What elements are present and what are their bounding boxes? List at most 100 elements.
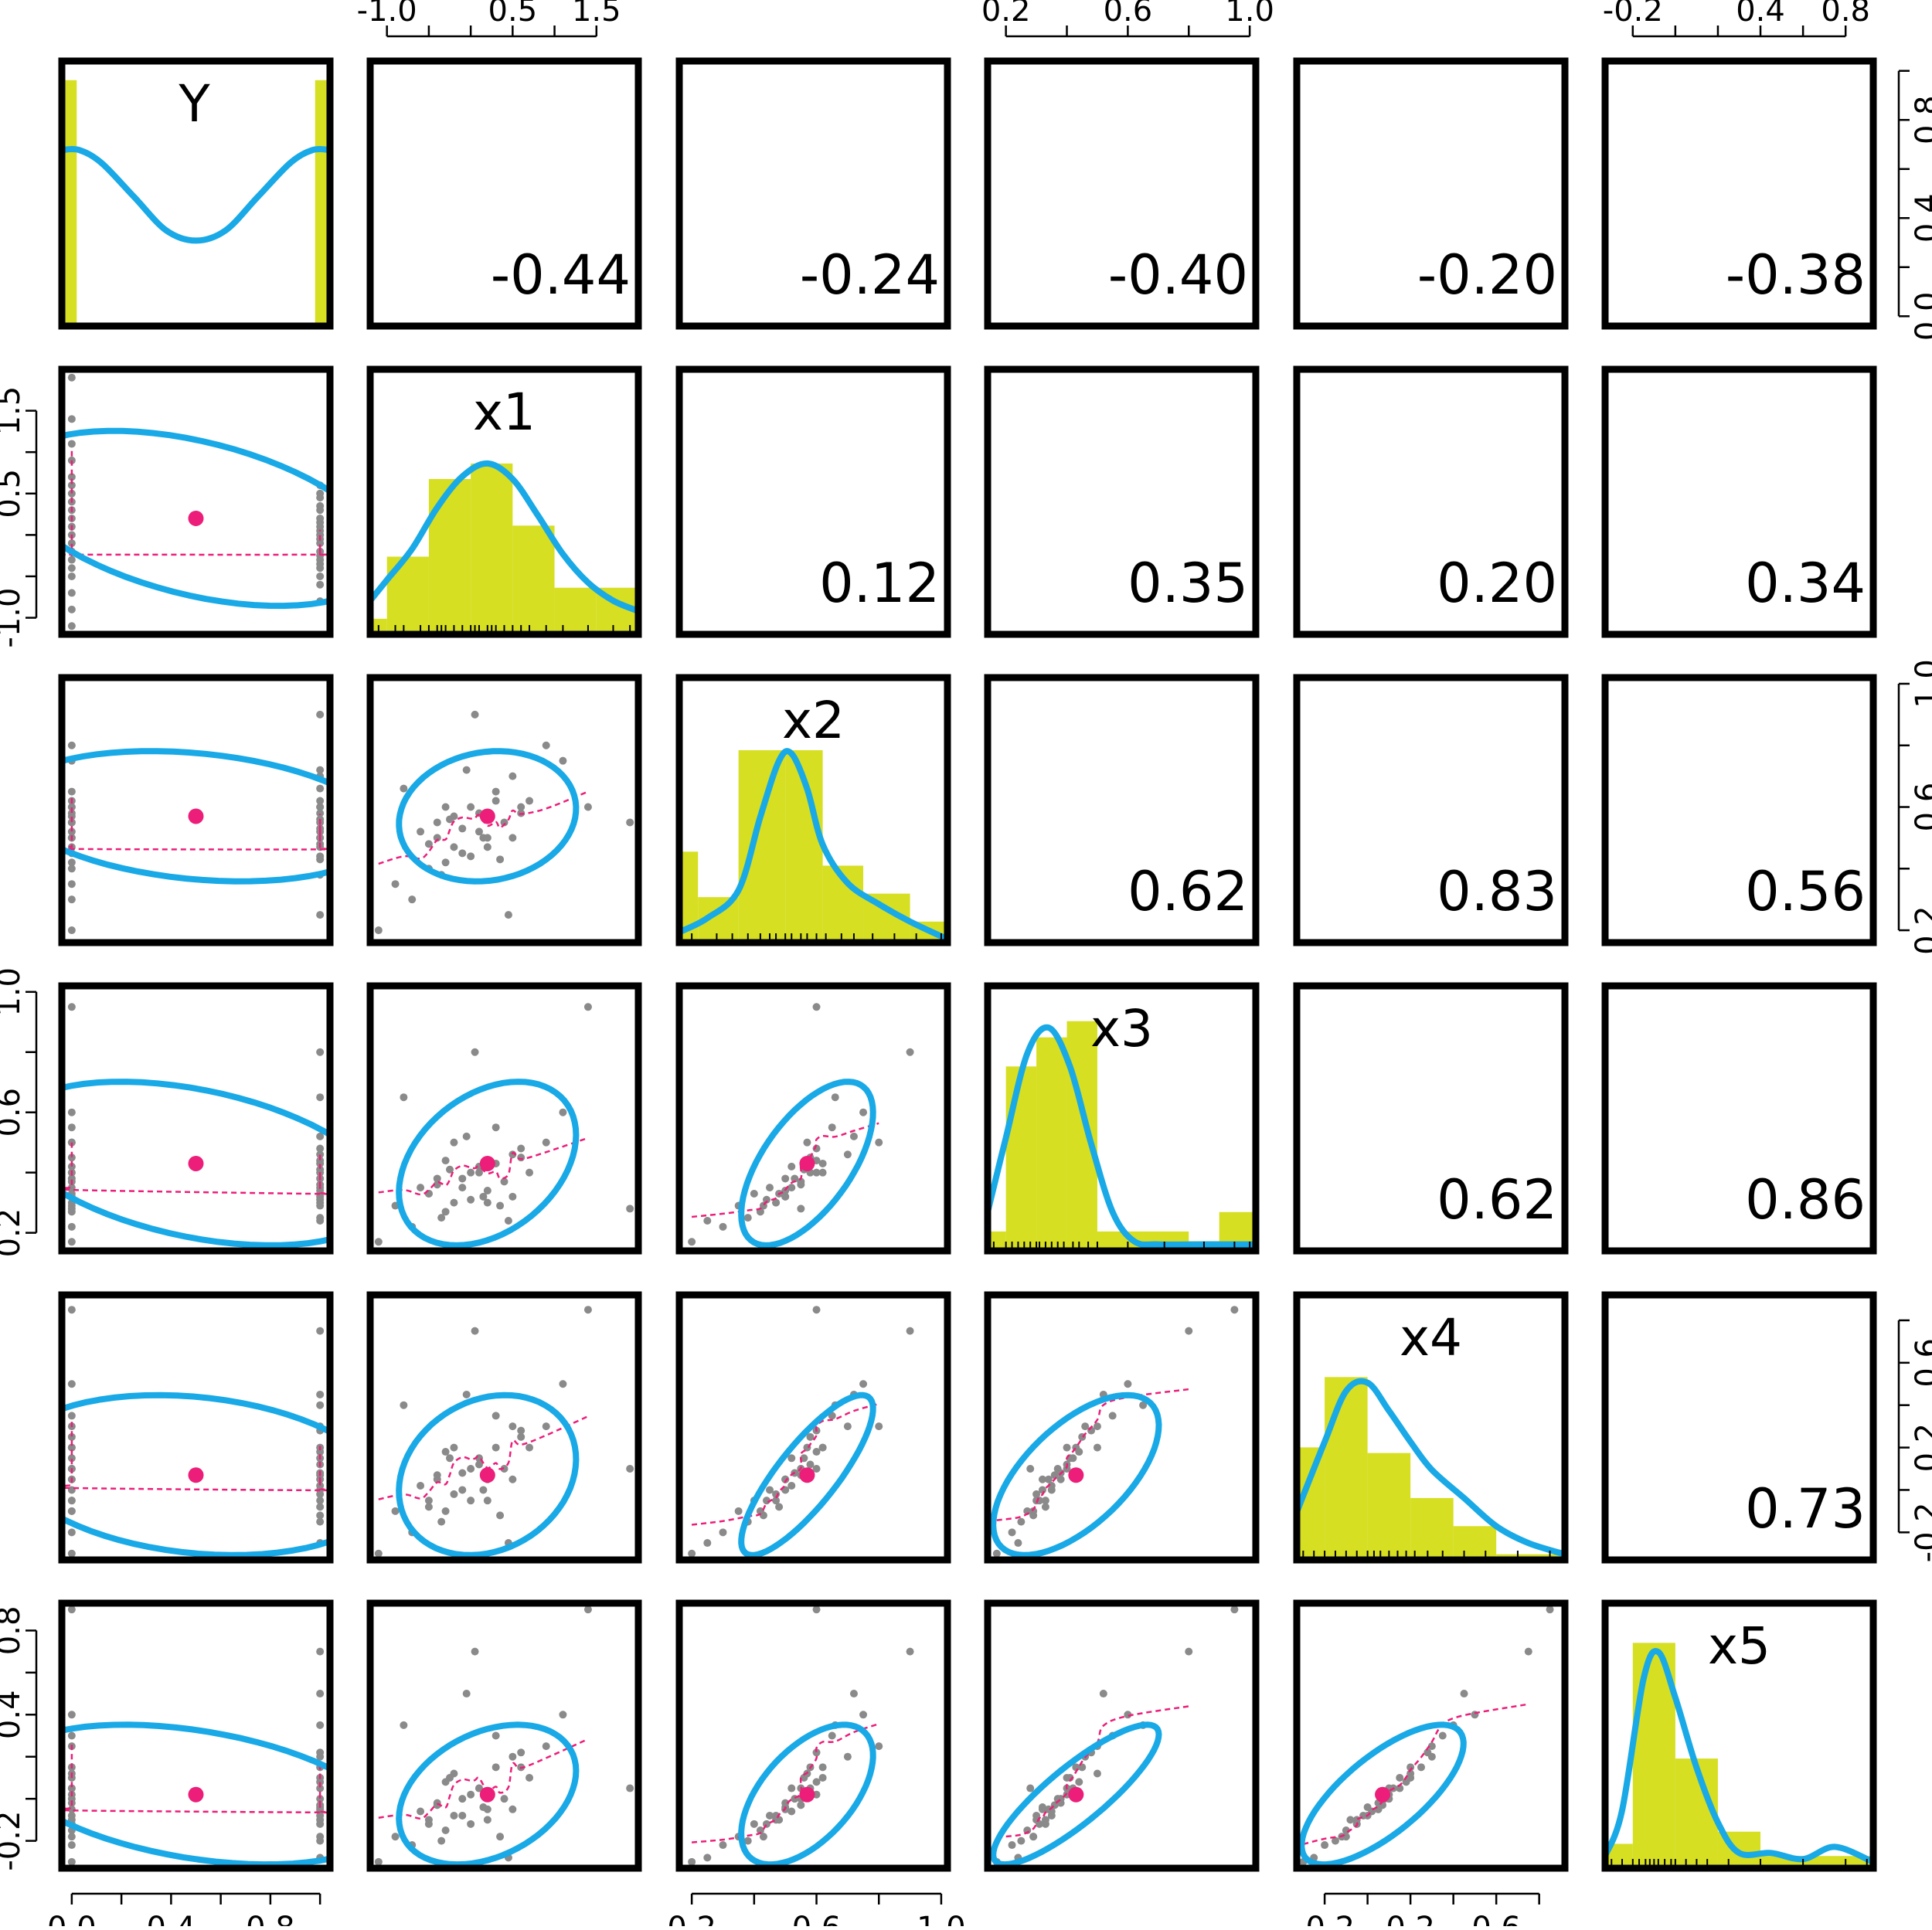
panel-x1-x4: 0.20 [1293,365,1569,638]
correlation-ellipse-x5-x3 [990,1721,1162,1868]
scatter-point [812,1448,821,1456]
scatter-point [316,1647,325,1656]
scatter-point [787,1184,796,1192]
scatter-point [1041,1497,1049,1505]
panel-x1-x5: 0.34 [1601,365,1877,638]
histogram-bar-x4-1 [1325,1377,1368,1560]
top-axis-x5: -0.2 0.4 0.8 [1603,0,1870,38]
tick-label: 0.8 [1910,95,1932,144]
panel-x2-x3: 0.62 [984,674,1260,946]
scatter-point [1427,1742,1436,1751]
scatter-point [67,1108,76,1116]
scatter-point [843,1150,852,1159]
scatter-point [734,1507,743,1515]
correlation-ellipse-x4-x3 [990,1391,1162,1558]
density-curve-x2 [679,748,947,943]
histogram-bar-x4-2 [1367,1453,1411,1560]
scatter-point [67,1123,76,1132]
scatter-point [437,1517,446,1526]
scatter-point [781,1174,790,1183]
panel-frame [366,674,642,946]
centroid-point-x5-x3 [1068,1786,1084,1803]
scatter-point [67,440,76,448]
scatter-point [441,1826,450,1834]
scatter-point [441,803,450,811]
tick-label: -0.2 [1910,1502,1932,1562]
scatter-point [526,797,534,805]
scatter-point [462,766,471,774]
scatter-point [458,1795,467,1803]
scatter-point [1396,1773,1404,1782]
scatter-point [67,865,76,873]
density-curve-Y [62,145,330,244]
tick-label: 1.0 [1910,659,1932,708]
scatter-point [424,840,433,848]
scatter-point [391,1833,400,1841]
panel-x5-x3 [984,1599,1260,1872]
scatter-point [812,1748,821,1757]
scatter-point [441,1208,450,1216]
scatter-point [492,787,500,796]
panel-frame [1601,674,1877,946]
scatter-point [1032,1490,1041,1498]
scatter-point [316,518,325,527]
scatter-point [818,1763,827,1772]
tick-label: -0.2 [1294,1911,1355,1926]
scatter-point [458,1811,467,1820]
histogram-bar-x3-0 [988,1231,1006,1251]
correlation-ellipse-x3-Y [62,1079,330,1249]
tick-label: 0.4 [0,1690,27,1739]
scatter-point [743,1837,752,1845]
scatter-point [787,1784,796,1792]
scatter-point [583,1306,592,1314]
right-axis-Y: 0.0 0.4 0.8 [1897,70,1932,341]
scatter-point [67,1208,76,1216]
scatter-point [509,834,517,842]
scatter-point [1417,1763,1426,1772]
scatter-point [875,1422,883,1431]
scatter-point [67,1811,76,1820]
scatter-point [67,1380,76,1388]
scatter-point [316,1784,325,1792]
scatter-point [433,1174,441,1183]
scatter-point [424,1497,433,1505]
scatter-point [67,1238,76,1246]
scatter-point [504,1217,512,1225]
scatter-point [446,815,454,824]
scatter-point [1038,1475,1046,1483]
scatter-point [316,797,325,805]
scatter-point [316,1401,325,1409]
correlation-label-Y-x1: -0.44 [491,243,631,307]
panel-frame [675,982,951,1255]
scatter-point [471,1647,479,1656]
scatter-point [67,1784,76,1792]
scatter-point [424,1816,433,1824]
scatter-point [583,1003,592,1011]
scatter-point [688,1549,696,1558]
histogram-bar-x3-1 [1005,1066,1037,1251]
scatter-point [500,1795,509,1803]
scatter-point [316,572,325,580]
scatter-point [526,1773,534,1782]
tick-label: -1.0 [357,0,417,29]
scatter-point [526,1168,534,1177]
scatter-point [1008,1528,1016,1537]
right-axis-x2: 0.2 0.6 1.0 [1897,659,1932,955]
smooth-line-x4-x1 [378,1415,589,1500]
panel-frame [366,982,642,1255]
histogram-bar-x4-4 [1453,1526,1497,1560]
panel-frame [984,57,1260,330]
scatter-point [316,494,325,502]
scatter-point [67,1432,76,1441]
scatter-point [766,1811,774,1820]
scatter-point [316,1093,325,1102]
scatter-point [781,1475,790,1483]
scatter-point [828,1731,836,1740]
scatter-point [1029,1511,1038,1520]
centroid-point-x5-x2 [799,1786,815,1803]
scatter-point [1036,1820,1044,1828]
histogram-bar-x2-2 [738,750,786,943]
panel-x5-x2 [675,1599,951,1872]
panel-x5-Y [58,1599,334,1872]
scatter-point [450,843,458,851]
